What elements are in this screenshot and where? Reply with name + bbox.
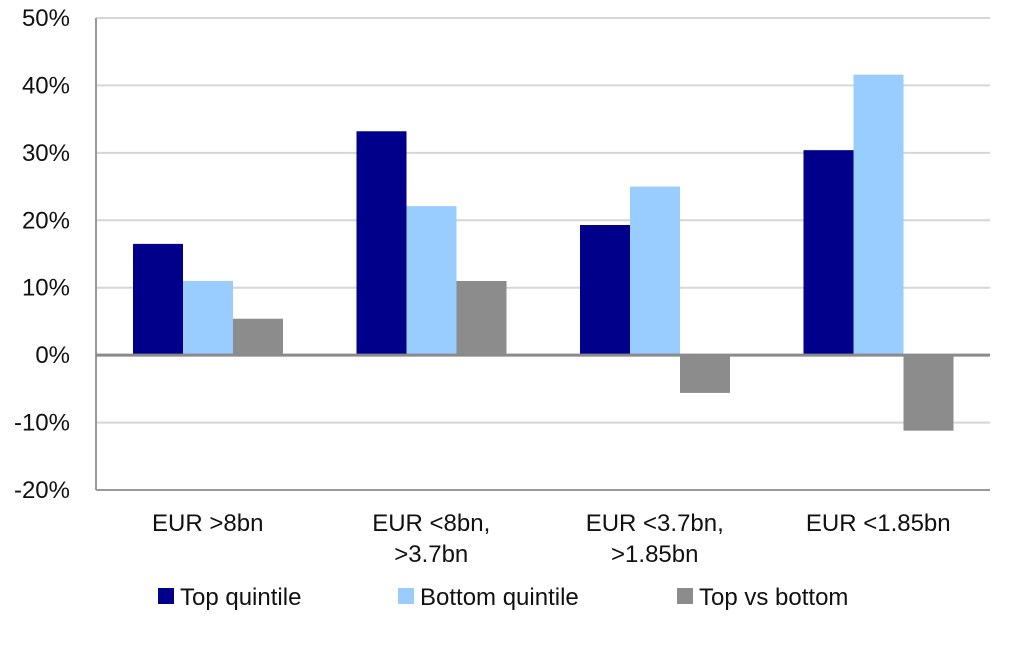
y-tick-label: -10%: [14, 410, 70, 437]
y-tick-label: 10%: [22, 275, 70, 302]
bar: [803, 150, 854, 356]
x-tick-label: EUR <1.85bn: [806, 510, 951, 537]
bars: [133, 74, 954, 431]
bar: [630, 186, 680, 356]
y-tick-label: 30%: [22, 140, 70, 167]
bar: [580, 225, 630, 356]
bar: [456, 280, 507, 356]
x-tick-label: >3.7bn: [394, 541, 468, 568]
bar: [233, 318, 283, 356]
y-tick-label: 50%: [22, 5, 70, 32]
y-tick-label: 20%: [22, 207, 70, 234]
y-tick-label: 40%: [22, 72, 70, 99]
bar: [356, 131, 407, 356]
legend-label: Bottom quintile: [420, 584, 579, 611]
x-tick-label: EUR >8bn: [152, 510, 263, 537]
x-tick-label: >1.85bn: [611, 541, 698, 568]
bar: [903, 355, 954, 431]
x-tick-label: EUR <3.7bn,: [586, 510, 724, 537]
axes: [95, 18, 990, 491]
legend-swatch: [398, 588, 414, 604]
bar: [853, 74, 904, 356]
y-tick-label: -20%: [14, 477, 70, 504]
bar: [680, 355, 730, 393]
bar: [183, 280, 233, 356]
legend-label: Top vs bottom: [699, 584, 848, 611]
category-labels: EUR >8bn EUR <8bn, >3.7bn EUR <3.7bn, >1.85b…: [152, 510, 951, 568]
legend-label: Top quintile: [180, 584, 301, 611]
legend-swatch: [158, 588, 174, 604]
legend: Top quintile Bottom quintile Top vs bottom: [158, 584, 848, 611]
y-tick-labels: 50% 40% 30% 20% 10% 0% -10% -20%: [14, 5, 70, 504]
bar: [133, 243, 183, 356]
bar: [406, 206, 457, 356]
legend-swatch: [677, 588, 693, 604]
x-tick-label: EUR <8bn,: [372, 510, 490, 537]
y-tick-label: 0%: [35, 342, 70, 369]
